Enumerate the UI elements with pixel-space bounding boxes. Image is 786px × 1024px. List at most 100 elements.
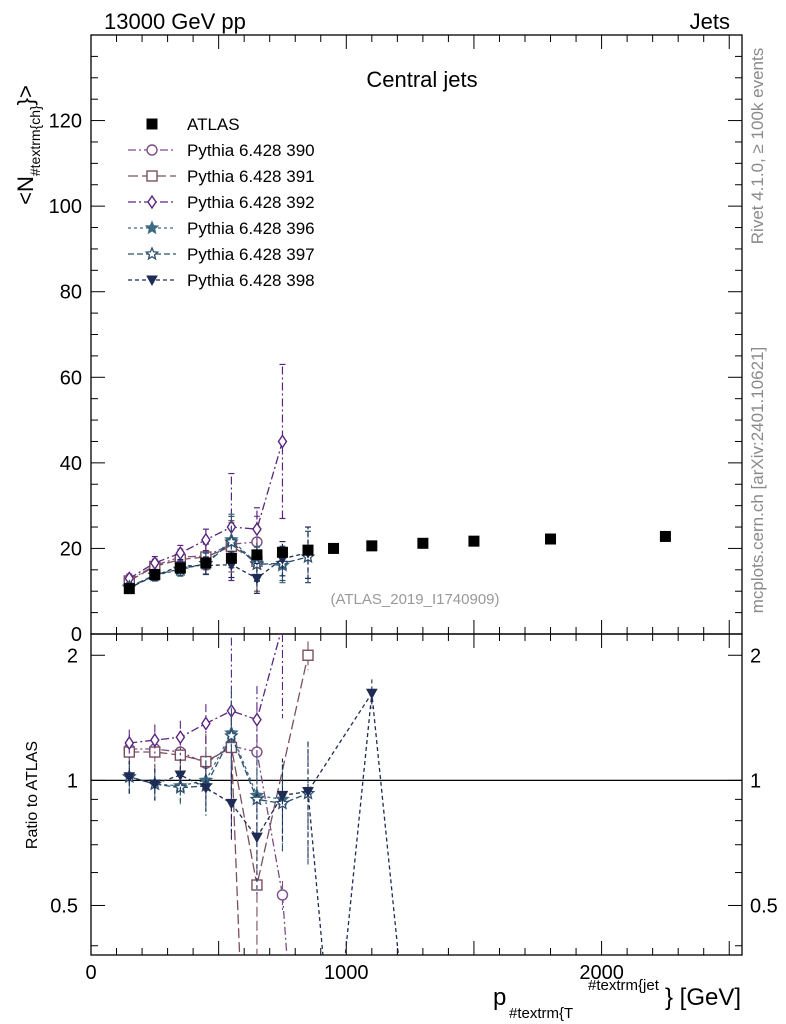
main-y-tick-label: 60 — [60, 367, 82, 389]
marker-circle — [146, 144, 158, 156]
marker-square — [302, 544, 314, 556]
marker-square — [545, 533, 557, 545]
x-label-main: p — [493, 984, 506, 1011]
ratio-line — [129, 734, 309, 805]
series-line — [128, 545, 258, 582]
x-tick-label: 2000 — [579, 962, 624, 984]
series-atlas — [123, 530, 671, 595]
marker-triangle — [251, 832, 263, 844]
ratio-line — [129, 692, 373, 839]
x-tick-label: 1000 — [324, 962, 369, 984]
ratio-data — [121, 620, 400, 955]
x-axis-label: p #textrm{T #textrm{jet } [GeV] — [493, 977, 741, 1022]
series-line — [129, 552, 309, 589]
ratio-y-axis-label: Ratio to ATLAS — [24, 741, 41, 849]
marker-square — [146, 170, 158, 182]
rivet-version-label: Rivet 4.1.0, ≥ 100k events — [748, 48, 767, 244]
ratio-y-tick-label-left: 1 — [67, 770, 78, 792]
marker-triangle — [200, 783, 212, 794]
marker-triangle — [365, 688, 378, 700]
main-y-ticks: 0 20 40 60 80 100 120 — [49, 34, 742, 646]
legend-label: Pythia 6.428 391 — [187, 167, 315, 186]
ratio-y-tick-label-left: 2 — [67, 645, 78, 667]
marker-diamond — [252, 521, 262, 537]
main-y-tick-label: 100 — [49, 196, 82, 218]
legend-label: ATLAS — [187, 115, 240, 134]
y-label-sub: #textrm{ch} — [27, 105, 43, 176]
main-panel: 0 20 40 60 80 100 120 Central jets (ATLAS_2019… — [13, 34, 743, 646]
marker-diamond — [252, 712, 262, 727]
marker-circle — [276, 889, 289, 901]
legend-item-pythia-6-428-391: Pythia 6.428 391 — [128, 167, 315, 186]
main-y-tick-label: 0 — [71, 624, 82, 646]
y-label-close: }> — [13, 85, 38, 105]
marker-square — [276, 546, 288, 558]
legend-label: Pythia 6.428 398 — [187, 271, 315, 290]
marker-triangle — [148, 779, 161, 791]
main-y-axis-label: <N#textrm{ch}}> — [13, 85, 43, 205]
legend-label: Pythia 6.428 392 — [187, 193, 315, 212]
ratio-panel: 0.5 0.5 1 1 2 2 0 1000 2000 Ratio to ATLAS p #t… — [24, 620, 778, 1022]
marker-star — [144, 220, 160, 235]
marker-triangle — [123, 772, 136, 783]
legend-label: Pythia 6.428 396 — [187, 219, 315, 238]
main-y-tick-label: 120 — [49, 111, 82, 133]
marker-square — [149, 569, 161, 581]
ratio-y-tick-label-right: 0.5 — [750, 895, 778, 917]
ratio-y-tick-label-right: 1 — [750, 770, 761, 792]
ratio-series-pythia-6-428-397 — [121, 691, 316, 867]
marker-square — [468, 535, 480, 547]
marker-triangle — [225, 798, 238, 810]
ratio-line — [129, 655, 309, 886]
legend-item-pythia-6-428-392: Pythia 6.428 392 — [128, 193, 315, 212]
main-data — [121, 363, 671, 595]
marker-star — [224, 534, 239, 549]
ratio-y-ticks: 0.5 0.5 1 1 2 2 — [50, 645, 778, 947]
ratio-tail — [307, 693, 400, 955]
marker-diamond — [277, 434, 288, 449]
marker-diamond — [149, 732, 160, 748]
legend-label: Pythia 6.428 397 — [187, 245, 315, 264]
marker-star — [144, 246, 160, 261]
main-y-tick-label: 20 — [60, 538, 82, 560]
marker-diamond — [278, 620, 286, 632]
process-label: Jets — [690, 9, 730, 34]
legend-item-pythia-6-428-398: Pythia 6.428 398 — [128, 271, 315, 290]
marker-diamond — [201, 532, 211, 548]
ratio-y-tick-label-right: 2 — [750, 645, 761, 667]
ratio-x-ticks: 0 1000 2000 — [85, 634, 730, 984]
legend: ATLAS Pythia 6.428 390 Pythia 6.428 391 Pyt… — [128, 115, 315, 290]
marker-star — [224, 728, 239, 743]
svg-text:<N#textrm{ch}}>: <N#textrm{ch}}> — [13, 85, 43, 205]
ratio-y-tick-label-left: 0.5 — [50, 895, 78, 917]
collision-label: 13000 GeV pp — [104, 9, 246, 34]
ratio-tail — [205, 746, 241, 955]
legend-label: Pythia 6.428 390 — [187, 141, 315, 160]
legend-item-pythia-6-428-397: Pythia 6.428 397 — [128, 245, 315, 264]
legend-item-pythia-6-428-396: Pythia 6.428 396 — [128, 219, 315, 238]
marker-diamond — [175, 729, 186, 745]
marker-square — [174, 562, 186, 574]
marker-triangle — [174, 770, 187, 782]
main-y-tick-label: 40 — [60, 453, 82, 475]
ratio-series-pythia-6-428-391 — [123, 641, 314, 955]
marker-diamond — [124, 735, 135, 751]
ratio-tail — [281, 894, 288, 955]
x-label-sub: #textrm{T — [509, 1005, 573, 1022]
x-tick-label: 0 — [85, 962, 96, 984]
marker-triangle — [302, 787, 314, 798]
marker-square — [417, 537, 429, 549]
ratio-clipped — [121, 620, 400, 955]
analysis-watermark: (ATLAS_2019_I1740909) — [330, 591, 499, 608]
legend-item-pythia-6-428-390: Pythia 6.428 390 — [128, 141, 315, 160]
ratio-frame — [90, 633, 743, 956]
marker-square — [225, 552, 237, 564]
marker-square — [123, 583, 135, 595]
main-y-tick-label: 80 — [60, 282, 82, 304]
marker-triangle — [146, 275, 158, 287]
marker-diamond — [147, 194, 157, 210]
marker-square — [251, 549, 263, 561]
marker-square — [328, 542, 340, 554]
marker-diamond — [201, 716, 211, 731]
